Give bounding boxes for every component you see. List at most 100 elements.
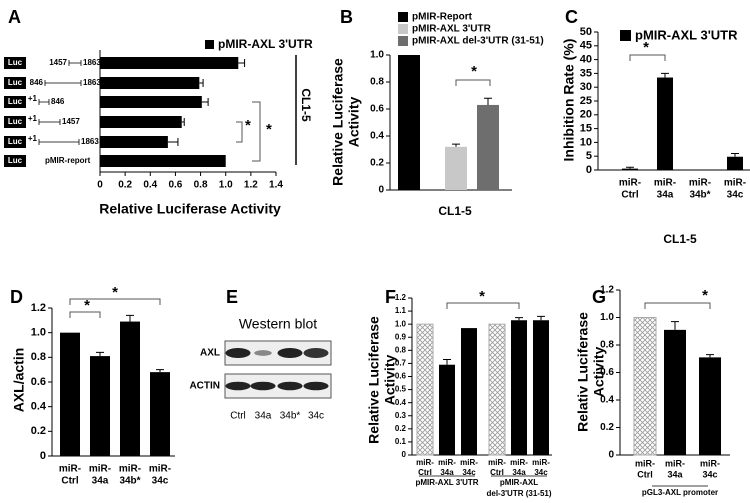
- x-tick-label: miR-: [438, 458, 456, 467]
- luc-label: Luc: [8, 156, 23, 165]
- x-tick-label: 34a: [667, 469, 683, 479]
- construct-line: [44, 80, 82, 86]
- significance-bracket: [252, 101, 261, 162]
- luc-label: Luc: [8, 78, 23, 87]
- x-tick-label: miR-: [700, 458, 720, 468]
- construct-end: 1863: [83, 58, 101, 67]
- y-tick-label: 0.4: [370, 131, 384, 142]
- y-tick-label: 1.2: [31, 302, 46, 314]
- construct-end: 846: [51, 97, 65, 106]
- y-tick-label: 1.0: [395, 319, 407, 328]
- x-tick-label: 34b*: [689, 190, 710, 201]
- error-bar: [201, 98, 209, 106]
- bar: [445, 146, 467, 190]
- x-tick-label: 0.2: [118, 180, 132, 191]
- blot-title: Western blot: [239, 316, 317, 332]
- significance-star: *: [702, 287, 708, 304]
- bar: [100, 77, 200, 89]
- y-tick-label: 1.2: [395, 293, 407, 302]
- blot-band: [225, 381, 251, 391]
- luc-label: Luc: [8, 117, 23, 126]
- legend-label: pMIR-AXL 3'UTR: [412, 24, 492, 35]
- construct-name: pMIR-report: [45, 156, 91, 165]
- blot-band: [250, 381, 276, 391]
- significance-star: *: [643, 39, 649, 56]
- construct-start: +1: [28, 134, 38, 143]
- blot-band: [303, 348, 329, 358]
- luc-box: [4, 116, 26, 128]
- x-tick-label: 34c: [534, 468, 548, 477]
- legend-swatch: [205, 40, 214, 49]
- y-tick-label: 1.1: [395, 306, 407, 315]
- significance-bracket: [69, 311, 101, 318]
- y-tick-label: 0.2: [600, 422, 614, 433]
- y-tick-label: 0: [40, 450, 46, 462]
- panel-letter: G: [592, 287, 606, 307]
- construct-line: [38, 119, 61, 125]
- y-tick-label: 0.7: [395, 359, 407, 368]
- bar: [100, 57, 239, 69]
- significance-star: *: [266, 121, 272, 138]
- bar: [398, 55, 420, 190]
- y-tick-label: 0: [402, 450, 407, 459]
- construct-line: [68, 60, 82, 66]
- y-tick-label: 1.0: [370, 50, 384, 61]
- x-tick-label: miR-: [665, 458, 685, 468]
- construct-start: +1: [28, 94, 38, 103]
- x-axis-label: CL1-5: [438, 204, 472, 218]
- y-axis-label: Relative Luciferase: [330, 58, 346, 186]
- y-tick-label: 1.0: [31, 327, 46, 339]
- legend-swatch: [620, 30, 631, 41]
- y-tick-label: 1.2: [600, 285, 614, 296]
- luc-label: Luc: [8, 58, 23, 67]
- bar: [657, 77, 673, 170]
- group-label: pMIR-AXL: [500, 478, 538, 487]
- error-bar: [126, 314, 134, 322]
- blot-row-label: AXL: [200, 348, 220, 359]
- blot-lane-label: 34c: [308, 411, 324, 422]
- y-tick-label: 45: [580, 40, 592, 52]
- x-tick-label: miR-: [510, 458, 528, 467]
- x-tick-label: 34a: [512, 468, 526, 477]
- construct-end: 1457: [62, 117, 80, 126]
- x-tick-label: 0.4: [143, 180, 157, 191]
- construct-start: +1: [28, 114, 38, 123]
- y-tick-label: 0.4: [395, 398, 407, 407]
- blot-band: [303, 381, 329, 391]
- y-tick-label: 0: [586, 164, 592, 176]
- bar: [461, 328, 477, 455]
- y-tick-label: 0.3: [395, 411, 407, 420]
- bar: [60, 332, 80, 456]
- legend-label: pMIR-AXL 3'UTR: [218, 37, 313, 51]
- x-tick-label: miR-: [488, 458, 506, 467]
- legend-label: pMIR-AXL del-3'UTR (31-51): [412, 36, 544, 47]
- x-tick-label: 0.8: [194, 180, 208, 191]
- blot-band: [254, 350, 272, 356]
- x-tick-label: miR-: [119, 464, 141, 475]
- bar: [100, 96, 202, 108]
- significance-bracket: [455, 79, 491, 86]
- y-tick-label: 0: [378, 185, 384, 196]
- significance-star: *: [479, 288, 485, 305]
- y-axis-label: Activity: [382, 355, 398, 406]
- y-tick-label: 0.6: [370, 104, 384, 115]
- x-tick-label: 34a: [440, 468, 454, 477]
- significance-bracket: [629, 54, 666, 61]
- legend-label: pMIR-Report: [412, 12, 473, 23]
- bar: [633, 317, 657, 456]
- blot-row-label: ACTIN: [189, 381, 220, 392]
- x-tick-label: 34c: [702, 469, 717, 479]
- x-tick-label: Ctrl: [637, 469, 653, 479]
- y-axis-label: AXL/actin: [11, 348, 27, 413]
- y-tick-label: 0.9: [395, 332, 407, 341]
- panel-letter: C: [565, 7, 578, 27]
- error-bar: [671, 321, 679, 330]
- y-tick-label: 10: [580, 136, 592, 148]
- y-tick-label: 0.8: [31, 351, 46, 363]
- x-tick-label: 0.6: [168, 180, 182, 191]
- significance-star: *: [471, 63, 477, 80]
- x-tick-label: 0: [97, 180, 103, 191]
- panel-letter: D: [10, 287, 23, 307]
- error-bar: [443, 358, 451, 365]
- luc-box: [4, 155, 26, 167]
